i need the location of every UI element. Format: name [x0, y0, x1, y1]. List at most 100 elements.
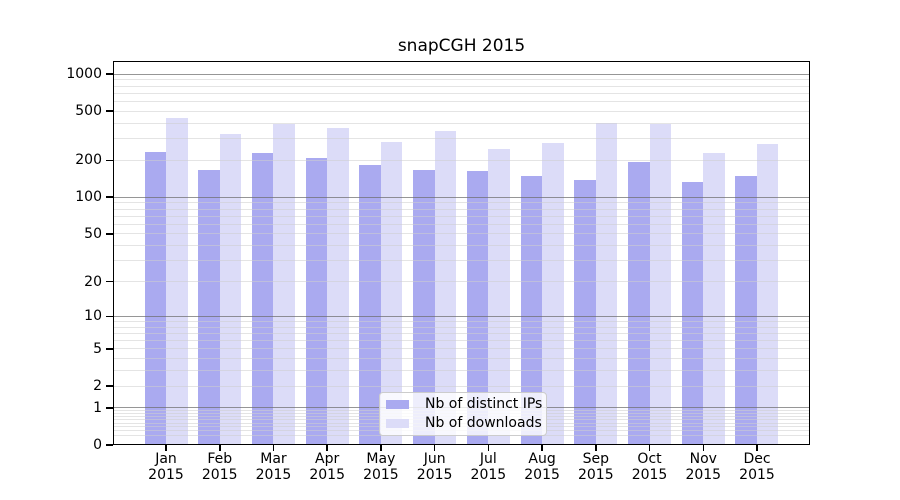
gridline-30: [113, 260, 810, 262]
bar-distinct-ips-aug-2015: [520, 176, 543, 445]
y-tick-500: [106, 110, 113, 112]
gridline-90: [113, 202, 810, 204]
x-tick-label-feb-2015: Feb 2015: [201, 451, 238, 483]
x-tick-oct-2015: [648, 445, 651, 451]
y-tick-0: [106, 444, 113, 446]
legend: Nb of distinct IPs Nb of downloads: [379, 392, 547, 436]
x-tick-label-dec-2015: Dec 2015: [739, 451, 775, 483]
gridline-300: [113, 138, 810, 139]
y-tick-label-50: 50: [84, 225, 102, 242]
legend-swatch-distinct-ips: [386, 400, 409, 409]
gridline-50: [113, 233, 810, 235]
y-tick-100: [106, 196, 113, 198]
gridline-80: [113, 208, 810, 210]
y-tick-label-200: 200: [75, 152, 102, 169]
plot-area: [113, 61, 810, 445]
y-tick-20: [106, 280, 113, 283]
y-tick-label-2: 2: [93, 378, 102, 394]
gridline-8: [113, 326, 810, 328]
x-tick-may-2015: [380, 445, 382, 451]
chart-title: snapCGH 2015: [397, 36, 526, 56]
y-tick-200: [106, 159, 113, 161]
bar-distinct-ips-jan-2015: [144, 152, 166, 445]
y-tick-1: [106, 407, 113, 409]
x-tick-label-jul-2015: Jul 2015: [470, 451, 507, 483]
bar-distinct-ips-jun-2015: [413, 170, 435, 445]
bar-downloads-sep-2015: [595, 123, 618, 445]
gridline-2: [113, 385, 810, 387]
legend-swatch-downloads: [386, 419, 409, 428]
legend-label-distinct-ips: Nb of distinct IPs: [425, 396, 543, 412]
x-tick-apr-2015: [326, 445, 328, 451]
gridline-800: [113, 85, 810, 87]
x-tick-label-may-2015: May 2015: [363, 451, 399, 483]
x-tick-jul-2015: [487, 445, 490, 451]
x-tick-mar-2015: [272, 445, 275, 451]
bar-downloads-may-2015: [380, 142, 403, 445]
x-tick-dec-2015: [756, 445, 758, 451]
gridline-200: [113, 159, 810, 161]
x-tick-nov-2015: [702, 445, 704, 451]
bar-distinct-ips-mar-2015: [251, 153, 274, 445]
x-tick-label-aug-2015: Aug 2015: [524, 451, 560, 483]
bar-distinct-ips-jul-2015: [466, 170, 489, 445]
bar-distinct-ips-oct-2015: [628, 162, 650, 445]
bar-downloads-mar-2015: [273, 124, 295, 445]
bar-downloads-nov-2015: [703, 152, 725, 445]
gridline-900: [113, 79, 810, 81]
x-tick-sep-2015: [595, 445, 597, 451]
x-tick-jan-2015: [165, 445, 167, 451]
gridline-500: [113, 110, 810, 112]
bar-downloads-jul-2015: [488, 149, 510, 445]
gridline-7: [113, 332, 810, 334]
gridline-20: [113, 281, 810, 282]
legend-item-distinct-ips: Nb of distinct IPs: [386, 396, 543, 412]
gridline-4: [113, 358, 810, 360]
gridline-600: [113, 100, 810, 102]
gridline-9: [113, 320, 810, 322]
bar-distinct-ips-nov-2015: [681, 182, 704, 445]
gridline-70: [113, 215, 810, 217]
y-tick-label-1: 1: [93, 399, 102, 416]
gridline-1000: [113, 73, 810, 75]
bar-distinct-ips-apr-2015: [305, 158, 328, 445]
y-tick-5: [106, 348, 113, 350]
x-tick-label-mar-2015: Mar 2015: [255, 451, 292, 483]
bar-distinct-ips-may-2015: [359, 165, 381, 445]
x-tick-label-apr-2015: Apr 2015: [309, 451, 345, 483]
gridline-6: [113, 340, 810, 341]
y-tick-label-500: 500: [75, 103, 102, 120]
x-tick-label-jun-2015: Jun 2015: [416, 451, 453, 483]
x-tick-aug-2015: [541, 445, 543, 451]
gridline-60: [113, 223, 810, 225]
x-tick-label-jan-2015: Jan 2015: [148, 451, 184, 483]
y-tick-50: [106, 233, 113, 235]
legend-label-downloads: Nb of downloads: [425, 415, 542, 431]
gridline-700: [113, 92, 810, 94]
bar-downloads-feb-2015: [219, 134, 242, 445]
bar-downloads-apr-2015: [327, 128, 349, 445]
x-tick-label-sep-2015: Sep 2015: [577, 451, 614, 483]
gridline-3: [113, 370, 810, 372]
gridline-5: [113, 348, 810, 350]
x-tick-jun-2015: [433, 445, 436, 451]
y-tick-label-1000: 1000: [66, 66, 102, 82]
y-tick-label-10: 10: [84, 308, 102, 325]
legend-item-downloads: Nb of downloads: [386, 415, 542, 431]
bar-downloads-aug-2015: [542, 143, 564, 445]
y-tick-label-100: 100: [75, 189, 102, 206]
bar-distinct-ips-dec-2015: [735, 176, 757, 445]
bar-distinct-ips-feb-2015: [198, 169, 220, 445]
y-tick-label-5: 5: [93, 340, 102, 357]
gridline-400: [113, 122, 810, 124]
y-tick-label-20: 20: [84, 273, 102, 290]
gridline-40: [113, 245, 810, 247]
x-tick-label-oct-2015: Oct 2015: [631, 451, 668, 483]
bar-downloads-oct-2015: [649, 124, 672, 445]
gridline-10: [113, 315, 810, 317]
gridline-100: [113, 196, 810, 198]
y-tick-label-0: 0: [93, 437, 102, 453]
x-tick-label-nov-2015: Nov 2015: [685, 451, 722, 483]
bar-downloads-dec-2015: [756, 144, 779, 445]
